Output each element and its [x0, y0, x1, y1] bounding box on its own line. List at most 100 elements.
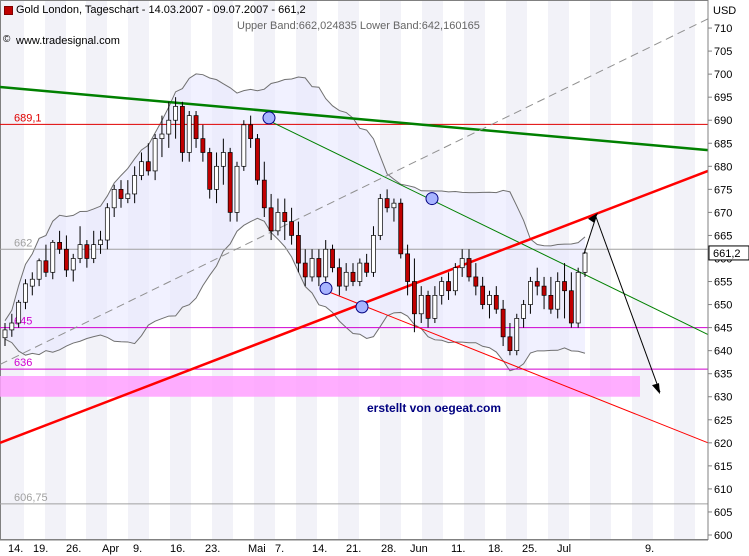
candle-body	[418, 294, 424, 315]
candle-body	[330, 248, 335, 269]
y-tick-label: 640	[714, 346, 732, 358]
projection-arrow-up	[583, 216, 597, 255]
candle-body	[29, 278, 35, 287]
candle-body	[405, 253, 410, 282]
candle-body	[521, 304, 526, 319]
candle-body	[582, 252, 588, 273]
y-tick-label: 680	[714, 161, 732, 173]
bollinger-lower-line	[4, 217, 586, 372]
projection-arrowhead-down	[652, 383, 660, 395]
projection-arrowhead-up	[588, 212, 598, 223]
candle-body	[193, 115, 199, 140]
candle-body	[139, 161, 144, 176]
copyright-icon: ©	[3, 34, 11, 45]
candle-body	[350, 271, 356, 282]
candle-body	[473, 276, 479, 287]
x-tick-label: 7.	[275, 543, 284, 555]
candle-body	[412, 281, 417, 315]
y-tick-label: 610	[714, 484, 732, 496]
candle-body	[282, 212, 288, 222]
x-tick-label: 26.	[66, 543, 81, 555]
candle-body	[446, 281, 451, 292]
x-tick-label: 14.	[312, 543, 327, 555]
candle-body	[234, 165, 240, 213]
candle-body	[9, 322, 15, 331]
chart-title: Gold London, Tageschart - 14.03.2007 - 0…	[16, 4, 306, 16]
source-link[interactable]: www.tradesignal.com	[16, 35, 120, 47]
candle-body	[111, 188, 117, 209]
candle-body	[343, 271, 349, 287]
candle-body	[541, 285, 547, 296]
x-tick-label: 23.	[205, 543, 220, 555]
short-term-downtrend-line	[267, 119, 709, 335]
support-zone	[0, 376, 640, 397]
candle-body	[91, 244, 97, 259]
x-tick-label: 14.	[8, 543, 23, 555]
last-price-label: 661,2	[713, 248, 741, 260]
pivot-marker	[425, 192, 439, 206]
uptrend-support-line	[0, 169, 709, 444]
background-stripe	[590, 0, 611, 540]
candle-body	[16, 301, 22, 324]
y-tick-label: 655	[714, 277, 732, 289]
candle-body	[555, 281, 561, 310]
candle-body	[255, 138, 260, 181]
x-tick-label: 9.	[133, 543, 142, 555]
candle-body	[507, 336, 513, 352]
candle-body	[43, 260, 49, 273]
candle-body	[186, 115, 192, 153]
background-stripe	[632, 0, 653, 540]
background-stripe	[611, 0, 632, 540]
candle-body	[316, 258, 322, 278]
candle-body	[57, 241, 62, 250]
candle-body	[514, 318, 520, 352]
projection-arrow-down	[595, 216, 661, 393]
candle-body	[248, 124, 254, 140]
pivot-marker	[355, 300, 369, 314]
candle-body	[425, 294, 431, 319]
candle-body	[166, 119, 172, 135]
candle-body	[439, 281, 445, 296]
candle-body	[159, 133, 165, 140]
y-tick-label: 620	[714, 438, 732, 450]
level-label: 689,1	[14, 112, 42, 124]
x-tick-label: 19.	[33, 543, 48, 555]
candle-body	[125, 193, 131, 199]
candle-body	[323, 248, 329, 278]
y-tick-label: 705	[714, 46, 732, 58]
candle-body	[275, 212, 281, 232]
y-tick-label: 625	[714, 415, 732, 427]
x-tick-label: 16.	[170, 543, 185, 555]
dashed-channel-line	[0, 18, 709, 365]
candle-body	[384, 198, 390, 209]
candle-body	[528, 281, 533, 305]
y-tick-label: 670	[714, 207, 732, 219]
candle-body	[77, 244, 83, 259]
candle-body	[336, 267, 342, 287]
author-credit: erstellt von oegeat.com	[367, 401, 502, 415]
candle-body	[371, 235, 376, 273]
pivot-marker	[319, 281, 333, 295]
candle-body	[480, 285, 486, 305]
y-tick-label: 695	[714, 92, 732, 104]
candle-body	[548, 294, 554, 310]
long-term-resistance-line	[0, 85, 709, 152]
x-tick-label: Jul	[557, 543, 571, 555]
candle-body	[132, 175, 138, 195]
candle-body	[398, 202, 404, 255]
candle-body	[452, 267, 458, 292]
bollinger-band-readout: Upper Band:662,024835 Lower Band:642,160…	[237, 20, 480, 32]
x-tick-label: 18.	[488, 543, 503, 555]
bollinger-band-fill	[5, 73, 585, 371]
background-stripe	[254, 0, 275, 540]
candle-body	[84, 244, 90, 259]
candle-body	[296, 235, 301, 264]
background-stripe	[674, 0, 695, 540]
y-tick-label: 650	[714, 300, 732, 312]
candle-body	[64, 248, 69, 271]
candle-body	[534, 281, 540, 287]
y-tick-label: 635	[714, 369, 732, 381]
y-tick-label: 690	[714, 115, 732, 127]
